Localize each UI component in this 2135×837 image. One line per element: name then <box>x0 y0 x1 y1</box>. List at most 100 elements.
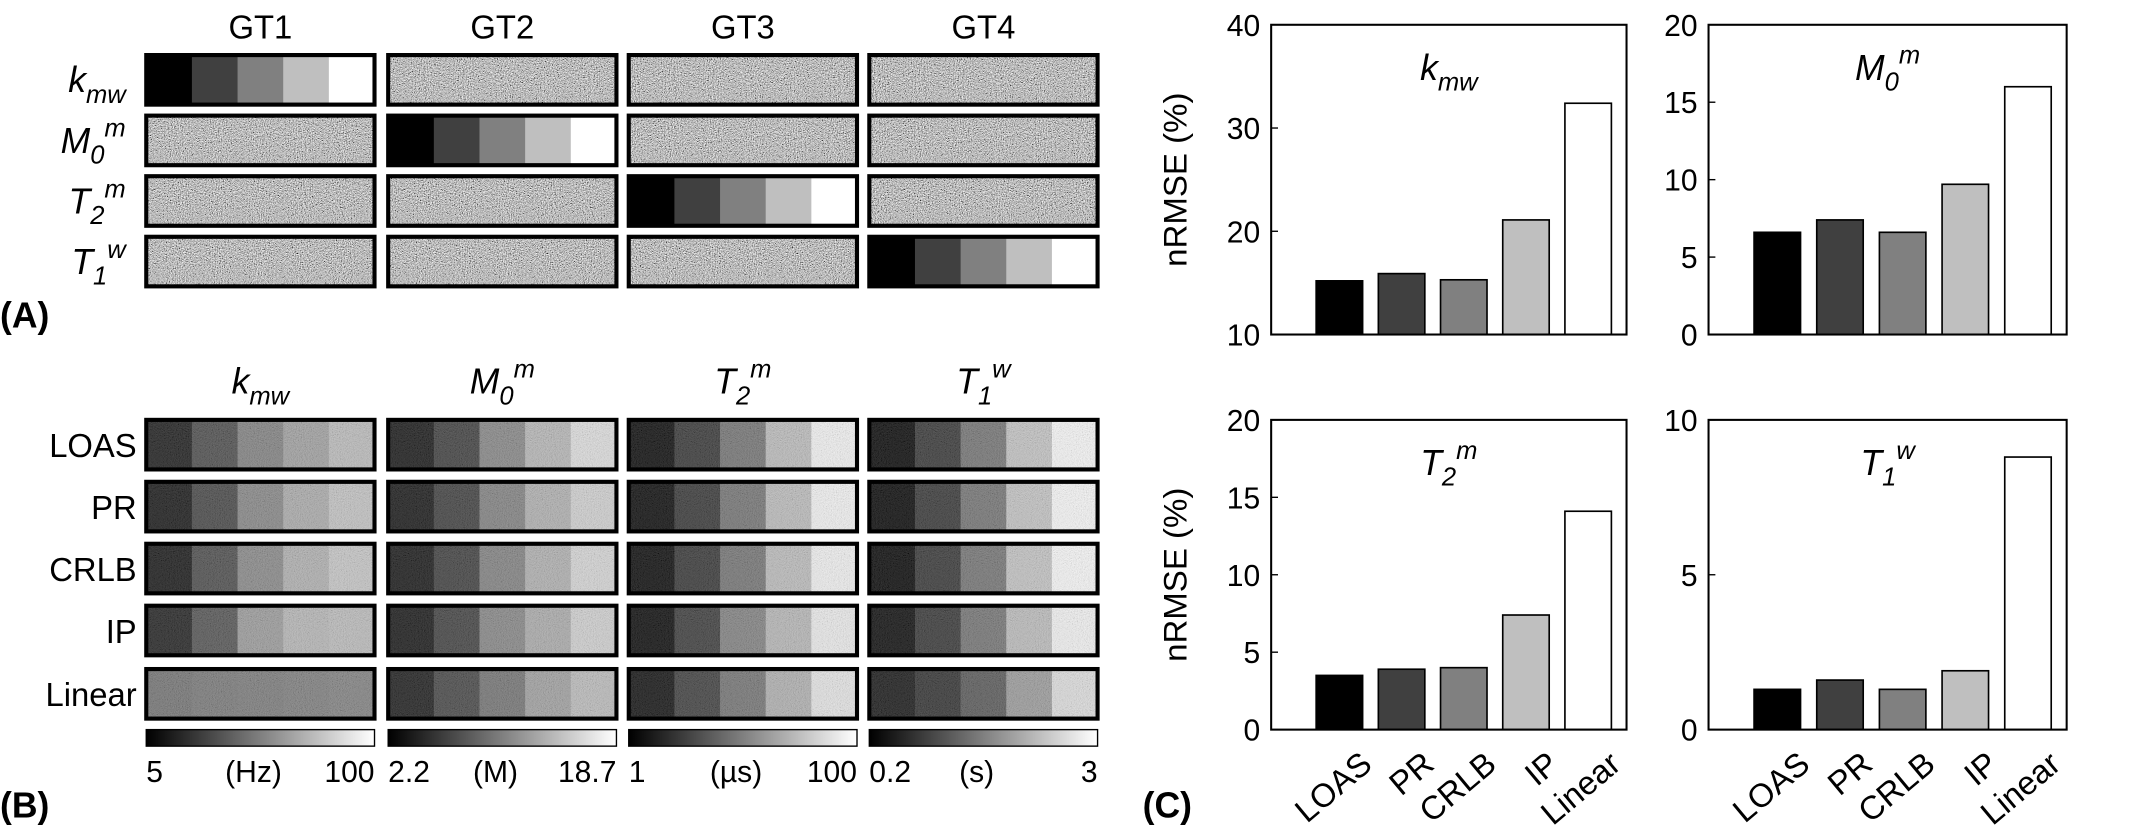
cell-frame <box>144 53 377 107</box>
column-header: GT4 <box>952 8 1016 45</box>
y-axis-label: nRMSE (%) <box>1157 92 1194 266</box>
row-label-sup: w <box>107 236 127 264</box>
chart-title: M0m <box>1855 42 1920 97</box>
colorbar <box>145 728 376 747</box>
column-header-base: T <box>714 362 738 402</box>
cell-frame <box>867 53 1100 107</box>
column-header: M0m <box>470 356 535 411</box>
column-header-sup: m <box>750 356 771 384</box>
axes-frame <box>1270 418 1628 731</box>
gradient-step <box>388 115 435 166</box>
chart-title-sup: w <box>1896 437 1916 465</box>
cell-frame <box>144 234 377 289</box>
map-noise <box>146 669 375 719</box>
column-header: T2m <box>714 356 771 411</box>
gradient-step <box>570 115 618 166</box>
cell-frame <box>626 234 860 289</box>
cell-frame <box>144 174 377 228</box>
gradient-step <box>146 55 193 105</box>
colorbar-unit: (s) <box>959 756 994 789</box>
cell-frame <box>626 666 860 721</box>
y-tick-label: 5 <box>1681 242 1698 275</box>
column-header: kmw <box>232 362 291 411</box>
cell-frame <box>867 666 1100 721</box>
map-noise <box>628 419 858 470</box>
y-tick-label: 15 <box>1664 87 1697 120</box>
cell-frame <box>626 541 860 596</box>
gradient-step <box>811 176 858 226</box>
column-header-base: T <box>956 362 980 402</box>
axes-frame <box>1707 418 2068 731</box>
column-header-base: k <box>232 362 252 402</box>
map-noise <box>869 543 1098 594</box>
colorbar-unit: (M) <box>473 756 518 789</box>
chart-title: T1w <box>1860 437 1916 492</box>
row-label-sub: 0 <box>90 141 105 169</box>
cell-frame <box>867 174 1100 228</box>
map-noise <box>869 481 1098 532</box>
cell-frame <box>867 541 1100 596</box>
map-noise <box>628 543 858 594</box>
map-noise <box>628 481 858 532</box>
bar <box>1941 183 1990 336</box>
x-tick-label: LOAS <box>1726 744 1817 829</box>
cell-frame <box>626 417 860 472</box>
noise-cell <box>388 176 617 226</box>
noise-cell <box>628 55 858 105</box>
noise-cell <box>388 55 617 105</box>
column-header-sub: 0 <box>499 382 514 410</box>
noise-cell <box>388 236 617 287</box>
bar <box>1501 614 1551 731</box>
cell-frame <box>144 603 377 658</box>
gradient-step <box>765 176 813 226</box>
cell-frame <box>626 479 860 534</box>
colorbar-unit: (Hz) <box>225 756 282 789</box>
colorbar-min: 5 <box>146 756 163 789</box>
noise-cell <box>628 236 858 287</box>
bar <box>1564 102 1613 336</box>
gradient-step <box>674 176 721 226</box>
y-tick-label: 0 <box>1681 715 1698 748</box>
row-label-base: M <box>61 121 91 161</box>
y-tick-label: 0 <box>1244 715 1261 748</box>
axes-frame <box>1707 23 2068 336</box>
bar <box>1815 219 1865 336</box>
cell-frame <box>386 174 619 228</box>
row-label: PR <box>91 489 137 526</box>
colorbar-max: 3 <box>1081 756 1098 789</box>
row-label-sub: 2 <box>89 202 104 230</box>
map-noise <box>146 481 375 532</box>
cell-frame <box>867 417 1100 472</box>
chart-title-base: M <box>1855 48 1885 88</box>
gradient-step <box>720 176 767 226</box>
colorbar-min: 0.2 <box>869 756 911 789</box>
column-header: GT1 <box>228 8 292 45</box>
column-header-sub: 1 <box>978 382 992 410</box>
gradient-step <box>525 115 572 166</box>
cell-frame <box>386 113 619 168</box>
cell-frame <box>626 603 860 658</box>
chart-title-sub: 1 <box>1882 464 1896 492</box>
cell-frame <box>867 479 1100 534</box>
row-label-sub: mw <box>86 81 127 109</box>
colorbar <box>387 728 618 747</box>
row-label-base: k <box>68 60 88 100</box>
column-header: T1w <box>956 356 1012 411</box>
chart-title-sub: mw <box>1438 69 1479 97</box>
noise-cell <box>869 115 1098 166</box>
cell-frame <box>867 603 1100 658</box>
bar <box>1315 674 1364 731</box>
column-header: GT3 <box>711 8 775 45</box>
bar <box>1878 231 1927 336</box>
row-label: LOAS <box>49 427 136 464</box>
row-label-sup: m <box>104 175 125 203</box>
y-tick-label: 20 <box>1664 10 1697 43</box>
gradient-step <box>960 236 1007 287</box>
cell-frame <box>144 666 377 721</box>
map-noise <box>146 605 375 656</box>
column-header: GT2 <box>470 8 534 45</box>
colorbar-max: 18.7 <box>558 756 616 789</box>
cell-frame <box>386 53 619 107</box>
noise-cell <box>628 115 858 166</box>
x-tick-label: LOAS <box>1288 744 1379 829</box>
